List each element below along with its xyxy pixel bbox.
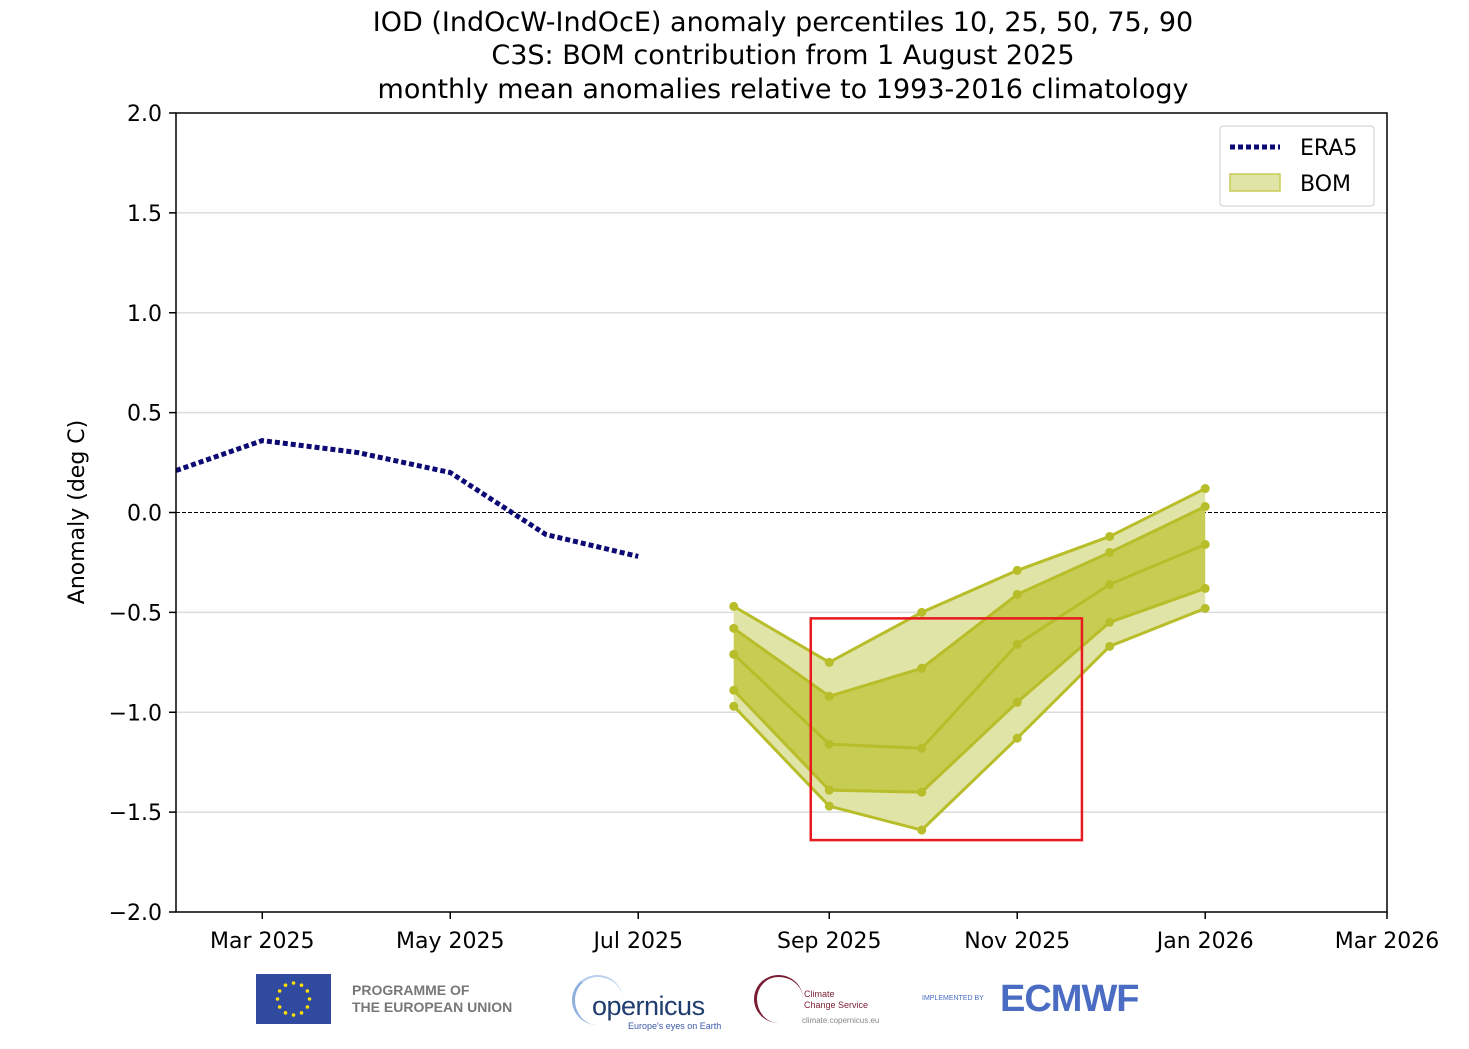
bom-p50-point [1200,539,1210,549]
bom-p25-point [1012,697,1022,707]
bom-p10-point [1200,603,1210,613]
bom-p25-point [729,685,739,695]
eu-star-icon [307,997,312,1001]
bom-p50-line [732,543,1206,750]
y-tick-label: −2.0 [109,901,162,926]
bom-band-25-75 [733,506,1206,793]
copernicus-wordmark: opernicus [592,991,705,1021]
y-tick-label: 0.5 [127,402,162,427]
bom-p10-point [1012,733,1022,743]
x-tick-label: Mar 2026 [1335,929,1440,954]
bom-p90-point [824,657,834,667]
bom-p10-point [1105,641,1115,651]
eu-star-icon [277,1005,282,1009]
bom-p10-point [729,701,739,711]
eu-line-2: THE EUROPEAN UNION [352,999,513,1015]
c3s-line-1: Climate [804,989,835,999]
chart-subtitle-2: monthly mean anomalies relative to 1993-… [378,74,1189,105]
thermometer-cloud-icon [754,975,803,1023]
c3s-logo: Climate Change Service climate.copernicu… [754,973,894,1033]
chart: IOD (IndOcW-IndOcE) anomaly percentiles … [65,7,1440,954]
x-tick-label: May 2025 [396,929,504,954]
c3s-line-2: Change Service [804,1000,869,1010]
copernicus-tagline: Europe's eyes on Earth [628,1021,722,1031]
y-tick-label: −1.5 [109,801,162,826]
chart-subtitle-1: C3S: BOM contribution from 1 August 2025 [491,40,1074,71]
copernicus-logo: opernicus Europe's eyes on Earth [572,973,722,1033]
eu-star-icon [277,989,282,993]
x-tick-label: Mar 2025 [210,929,315,954]
y-tick-label: 0.0 [127,502,162,527]
bom-p75-point [729,623,739,633]
bom-p90-point [1012,565,1022,575]
y-tick-label: 1.5 [127,202,162,227]
bom-p50-point [1105,579,1115,589]
y-tick-label: −1.0 [109,701,162,726]
legend: ERA5 BOM [1219,125,1375,207]
eu-flag-logo [256,974,331,1024]
y-tick-label: 1.0 [127,302,162,327]
c3s-url: climate.copernicus.eu [802,1016,880,1025]
eu-star-icon [291,1013,296,1017]
bom-p25-point [824,785,834,795]
eu-star-icon [305,1005,310,1009]
era5-line [175,438,639,559]
bom-p50-point [824,739,834,749]
bom-p10-point [917,825,927,835]
implemented-by-text: IMPLEMENTED BY [922,995,984,1002]
bom-p75-point [824,691,834,701]
bom-p75-point [917,663,927,673]
bom-p10-point [824,801,834,811]
bom-p90-point [917,607,927,617]
eu-star-icon [291,981,296,985]
bom-p10-line [732,606,1206,832]
eu-line-1: PROGRAMME OF [352,982,470,998]
bom-p50-point [1012,639,1022,649]
x-tick-label: Sep 2025 [777,929,881,954]
y-tick-label: −0.5 [109,601,162,626]
eu-star-icon [305,989,310,993]
eu-star-icon [283,983,288,987]
chart-title: IOD (IndOcW-IndOcE) anomaly percentiles … [373,7,1193,38]
bom-p75-line [732,505,1206,698]
bom-p90-point [1105,531,1115,541]
bom-p75-point [1105,547,1115,557]
highlight-rectangle [809,617,1084,842]
ecmwf-logo: ECMWF [1000,978,1140,1020]
eu-star-icon [275,997,280,1001]
x-tick-label: Jan 2026 [1155,929,1254,954]
c3s-name: Climate Change Service [804,989,868,1011]
bom-p50-point [917,743,927,753]
eu-star-icon [283,1011,288,1015]
copernicus-arc-icon [572,975,623,1025]
x-tick-label: Jul 2025 [591,929,683,954]
eu-star-icon [299,983,304,987]
eu-programme-text: PROGRAMME OF THE EUROPEAN UNION [352,982,512,1016]
bom-p75-point [1012,589,1022,599]
bom-p50-point [729,649,739,659]
bom-p90-point [729,601,739,611]
bom-p75-point [1200,502,1210,512]
y-tick-label: 2.0 [127,102,162,127]
y-axis-label: Anomaly (deg C) [65,420,90,604]
bom-p90-point [1200,484,1210,494]
bom-p25-line [732,586,1206,794]
bom-p25-point [917,787,927,797]
legend-bom-swatch [1229,173,1281,192]
legend-era5-label: ERA5 [1300,136,1357,161]
bom-p90-line [732,487,1206,665]
bom-p25-point [1200,583,1210,593]
bom-p25-point [1105,617,1115,627]
legend-bom-label: BOM [1300,172,1351,197]
x-tick-label: Nov 2025 [964,929,1070,954]
footer-logos: PROGRAMME OF THE EUROPEAN UNION opernicu… [0,965,1469,1035]
eu-star-icon [299,1011,304,1015]
